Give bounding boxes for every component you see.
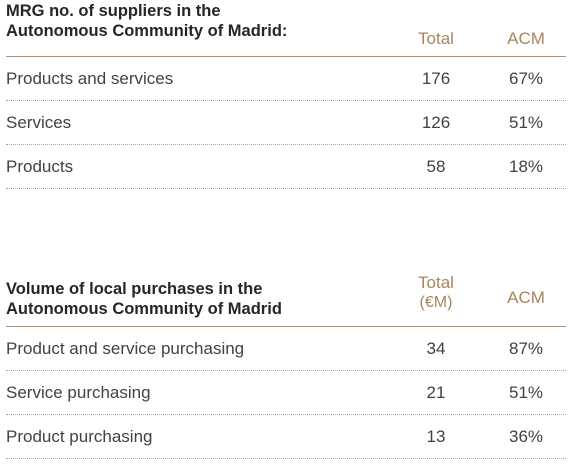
table-row: Services 126 51%	[6, 101, 566, 145]
purchases-total-label: Total	[418, 273, 454, 292]
purchases-total-unit: (€M)	[419, 294, 453, 311]
purchases-total-column-header: Total (€M)	[391, 273, 481, 313]
row-acm: 67%	[508, 69, 544, 88]
row-label: Services	[6, 113, 72, 132]
suppliers-title-line-2: Autonomous Community of Madrid:	[6, 22, 288, 40]
purchases-table-header: Volume of local purchases in the Autonom…	[6, 272, 566, 327]
suppliers-table-header: MRG no. of suppliers in the Autonomous C…	[6, 0, 566, 57]
row-label: Products	[6, 157, 74, 176]
row-acm: 18%	[508, 157, 544, 176]
row-total: 126	[421, 113, 451, 132]
table-row: Products 58 18%	[6, 145, 566, 189]
suppliers-acm-column-header: ACM	[507, 29, 545, 48]
suppliers-table: MRG no. of suppliers in the Autonomous C…	[6, 0, 566, 189]
purchases-title-line-2: Autonomous Community of Madrid	[6, 300, 282, 318]
row-total: 21	[426, 383, 446, 402]
row-label: Product purchasing	[6, 427, 153, 446]
local-purchases-table: Volume of local purchases in the Autonom…	[6, 272, 566, 459]
table-row: Products and services 176 67%	[6, 57, 566, 101]
suppliers-table-title: MRG no. of suppliers in the Autonomous C…	[6, 1, 287, 41]
table-row: Product purchasing 13 36%	[6, 415, 566, 459]
row-label: Products and services	[6, 69, 174, 88]
purchases-title-line-1: Volume of local purchases in the	[6, 280, 263, 298]
purchases-table-title: Volume of local purchases in the Autonom…	[6, 279, 282, 319]
suppliers-title-line-1: MRG no. of suppliers in the	[6, 2, 221, 20]
row-total: 58	[426, 157, 446, 176]
row-total: 13	[426, 427, 446, 446]
suppliers-total-column-header: Total	[391, 29, 481, 49]
table-row: Service purchasing 21 51%	[6, 371, 566, 415]
row-total: 34	[426, 339, 446, 358]
suppliers-total-label: Total	[418, 29, 454, 48]
row-label: Product and service purchasing	[6, 339, 245, 358]
row-total: 176	[421, 69, 451, 88]
row-acm: 51%	[508, 113, 544, 132]
table-row: Product and service purchasing 34 87%	[6, 327, 566, 371]
purchases-acm-column-header: ACM	[507, 288, 545, 307]
row-label: Service purchasing	[6, 383, 151, 402]
row-acm: 36%	[508, 427, 544, 446]
row-acm: 51%	[508, 383, 544, 402]
row-acm: 87%	[508, 339, 544, 358]
